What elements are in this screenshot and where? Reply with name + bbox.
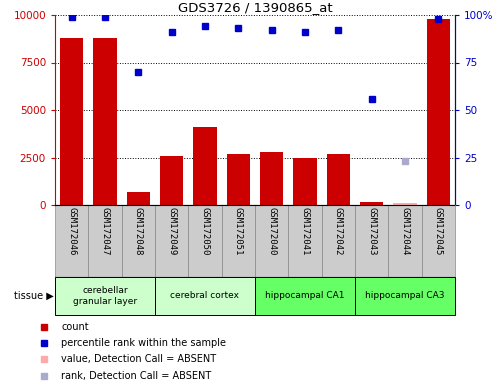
Bar bbox=[260, 152, 283, 205]
Text: GSM172050: GSM172050 bbox=[201, 207, 210, 255]
FancyBboxPatch shape bbox=[88, 205, 122, 277]
Text: GSM172042: GSM172042 bbox=[334, 207, 343, 255]
FancyBboxPatch shape bbox=[355, 277, 455, 315]
Text: GSM172046: GSM172046 bbox=[67, 207, 76, 255]
Bar bbox=[393, 203, 417, 205]
Text: value, Detection Call = ABSENT: value, Detection Call = ABSENT bbox=[61, 354, 216, 364]
Bar bbox=[60, 38, 83, 205]
FancyBboxPatch shape bbox=[255, 277, 355, 315]
Bar bbox=[193, 127, 216, 205]
FancyBboxPatch shape bbox=[188, 205, 222, 277]
Bar bbox=[227, 154, 250, 205]
Text: GSM172051: GSM172051 bbox=[234, 207, 243, 255]
Text: hippocampal CA3: hippocampal CA3 bbox=[365, 291, 445, 301]
Text: GSM172041: GSM172041 bbox=[301, 207, 310, 255]
Title: GDS3726 / 1390865_at: GDS3726 / 1390865_at bbox=[177, 1, 332, 14]
Bar bbox=[127, 192, 150, 205]
Text: GSM172049: GSM172049 bbox=[167, 207, 176, 255]
FancyBboxPatch shape bbox=[222, 205, 255, 277]
Text: count: count bbox=[61, 322, 89, 332]
FancyBboxPatch shape bbox=[255, 205, 288, 277]
Text: cerebral cortex: cerebral cortex bbox=[171, 291, 240, 301]
Text: GSM172043: GSM172043 bbox=[367, 207, 376, 255]
FancyBboxPatch shape bbox=[155, 205, 188, 277]
FancyBboxPatch shape bbox=[422, 205, 455, 277]
Bar bbox=[327, 154, 350, 205]
FancyBboxPatch shape bbox=[321, 205, 355, 277]
Text: tissue ▶: tissue ▶ bbox=[14, 291, 53, 301]
Text: cerebellar
granular layer: cerebellar granular layer bbox=[73, 286, 137, 306]
Bar bbox=[93, 38, 117, 205]
FancyBboxPatch shape bbox=[288, 205, 321, 277]
Text: GSM172048: GSM172048 bbox=[134, 207, 143, 255]
Bar bbox=[360, 202, 384, 205]
FancyBboxPatch shape bbox=[388, 205, 422, 277]
Bar bbox=[426, 19, 450, 205]
FancyBboxPatch shape bbox=[355, 205, 388, 277]
Bar bbox=[293, 157, 317, 205]
FancyBboxPatch shape bbox=[122, 205, 155, 277]
FancyBboxPatch shape bbox=[55, 277, 155, 315]
FancyBboxPatch shape bbox=[155, 277, 255, 315]
Text: hippocampal CA1: hippocampal CA1 bbox=[265, 291, 345, 301]
Text: GSM172044: GSM172044 bbox=[400, 207, 410, 255]
Text: GSM172040: GSM172040 bbox=[267, 207, 276, 255]
FancyBboxPatch shape bbox=[55, 205, 88, 277]
Bar bbox=[160, 156, 183, 205]
Text: percentile rank within the sample: percentile rank within the sample bbox=[61, 338, 226, 348]
Text: GSM172047: GSM172047 bbox=[101, 207, 109, 255]
Text: rank, Detection Call = ABSENT: rank, Detection Call = ABSENT bbox=[61, 371, 211, 381]
Text: GSM172045: GSM172045 bbox=[434, 207, 443, 255]
